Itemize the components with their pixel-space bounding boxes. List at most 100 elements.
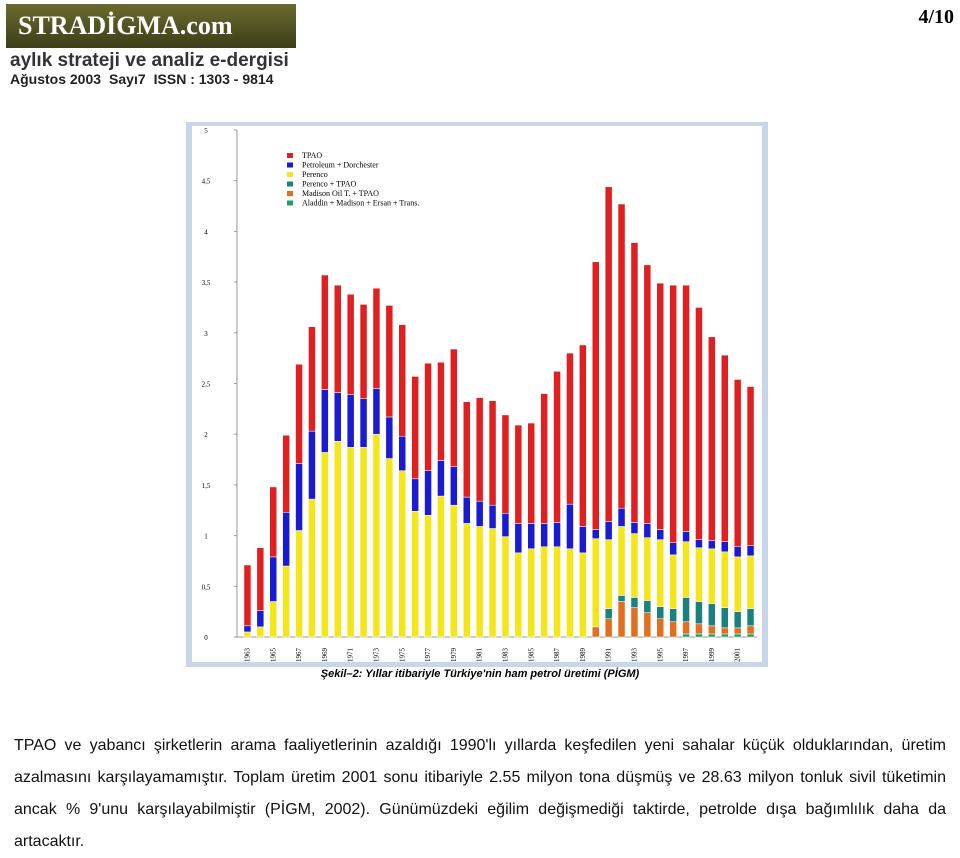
- bar-segment: [630, 533, 639, 598]
- bar-segment: [243, 564, 252, 627]
- bar-segment: [579, 526, 587, 554]
- bar-segment: [733, 627, 742, 635]
- bar-segment: [746, 625, 755, 635]
- bar-segment: [746, 608, 755, 627]
- bar-segment: [282, 434, 290, 513]
- bar-segment: [514, 424, 523, 524]
- bar-segment: [682, 284, 690, 532]
- x-tick-label: 1967: [295, 648, 303, 663]
- caption: Şekil–2: Yıllar itibariyle Türkiye'nin h…: [320, 668, 640, 680]
- bar-segment: [617, 601, 626, 638]
- x-tick-label: 1965: [269, 648, 277, 663]
- bar-segment: [604, 186, 613, 522]
- bar-segment: [708, 625, 716, 635]
- bar-segment: [488, 528, 497, 638]
- bar-segment: [630, 597, 639, 608]
- y-tick-label: 1: [204, 533, 208, 541]
- bar-segment: [488, 400, 497, 506]
- bar-segment: [527, 422, 535, 524]
- bar-segment: [501, 414, 510, 514]
- bar-segment: [579, 344, 587, 527]
- x-tick-label: 2001: [734, 648, 742, 663]
- bar-segment: [308, 326, 316, 432]
- bar-segment: [346, 447, 355, 638]
- bar-segment: [733, 546, 742, 558]
- bar-segment: [643, 264, 652, 524]
- bar-segment: [295, 530, 303, 638]
- x-tick-label: 1979: [450, 648, 458, 663]
- bar-segment: [385, 458, 394, 638]
- bar-segment: [617, 507, 626, 527]
- bar-segment: [656, 606, 664, 619]
- y-tick-label: 2,5: [202, 381, 211, 389]
- bar-segment: [746, 555, 755, 609]
- bar-segment: [669, 621, 677, 638]
- bar-segment: [592, 529, 600, 539]
- bar-segment: [424, 362, 432, 471]
- bar-segment: [540, 546, 548, 638]
- bar-segment: [398, 435, 406, 471]
- y-tick-label: 0,5: [202, 583, 211, 591]
- bar-segment: [746, 633, 755, 638]
- issue: Ağustos 2003: [10, 71, 102, 87]
- bar-segment: [630, 607, 639, 638]
- bar-segment: [256, 547, 265, 611]
- legend-label: Petroleum + Dorchester: [302, 161, 379, 170]
- y-tick-label: 4,5: [202, 178, 211, 186]
- bar-segment: [488, 504, 497, 529]
- legend-swatch: [287, 181, 293, 187]
- bar-segment: [501, 536, 510, 638]
- bar-segment: [733, 379, 742, 548]
- bar-segment: [424, 470, 432, 516]
- bar-segment: [553, 371, 561, 523]
- bar-segment: [437, 361, 445, 461]
- bar-segment: [411, 478, 419, 512]
- y-tick-label: 4: [204, 228, 208, 236]
- x-tick-label: 1999: [708, 648, 716, 663]
- x-tick-label: 1983: [501, 648, 509, 663]
- bar-segment: [643, 600, 652, 613]
- bar-segment: [604, 539, 613, 609]
- bar-segment: [540, 523, 548, 548]
- bar-segment: [321, 274, 329, 390]
- bar-segment: [708, 603, 716, 627]
- legend-label: TPAO: [302, 151, 322, 160]
- bar-segment: [721, 551, 729, 608]
- bar-segment: [643, 523, 652, 538]
- x-tick-label: 1963: [243, 648, 251, 663]
- bar-segment: [566, 548, 574, 638]
- legend-swatch: [287, 162, 293, 168]
- y-tick-label: 5: [204, 127, 208, 135]
- bar-segment: [682, 633, 690, 638]
- bar-segment: [450, 466, 458, 506]
- bar-segment: [656, 539, 664, 607]
- x-tick-label: 1987: [553, 648, 561, 663]
- x-tick-label: 1991: [605, 648, 613, 663]
- bar-segment: [450, 504, 458, 638]
- bar-segment: [695, 633, 703, 638]
- bar-segment: [617, 526, 626, 596]
- bar-segment: [372, 388, 381, 435]
- bar-segment: [708, 633, 716, 638]
- legend-swatch: [287, 191, 293, 196]
- bar-segment: [604, 608, 613, 619]
- bar-segment: [695, 547, 703, 602]
- bar-segment: [501, 513, 510, 537]
- bar-segment: [411, 376, 419, 480]
- x-tick-label: 1997: [682, 648, 690, 663]
- bar-segment: [695, 539, 703, 549]
- bar-segment: [682, 541, 690, 598]
- bar-segment: [334, 392, 342, 442]
- bar-segment: [669, 608, 677, 623]
- bar-segment: [746, 386, 755, 546]
- bar-segment: [721, 633, 729, 638]
- bar-segment: [579, 552, 587, 638]
- bar-segment: [359, 447, 368, 638]
- bar-segment: [566, 503, 574, 550]
- bar-segment: [721, 627, 729, 635]
- y-tick-label: 3,5: [202, 279, 211, 287]
- x-tick-label: 1969: [321, 648, 329, 663]
- bar-segment: [437, 460, 445, 497]
- bar-segment: [630, 242, 639, 523]
- bar-segment: [269, 601, 277, 638]
